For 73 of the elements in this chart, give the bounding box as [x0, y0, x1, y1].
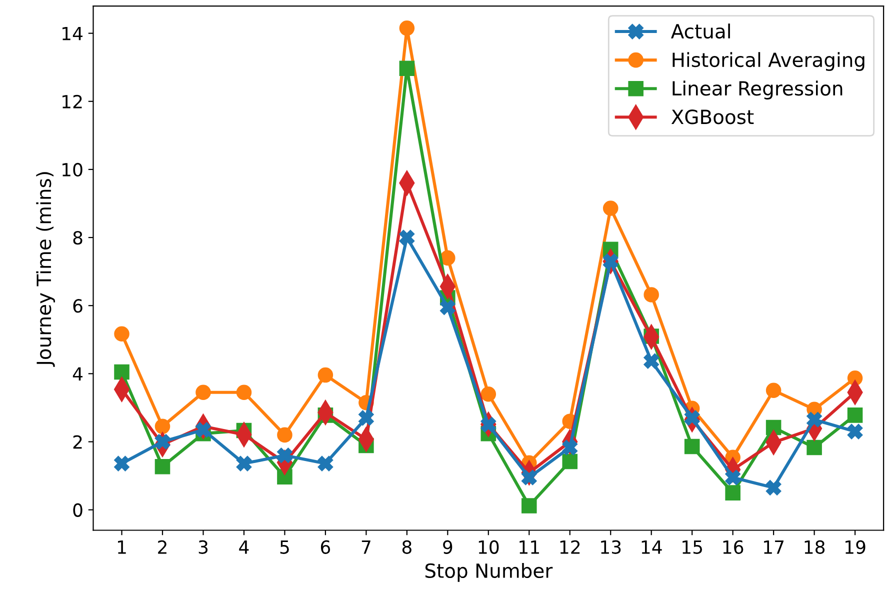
point	[114, 326, 130, 342]
legend-label: Linear Regression	[672, 80, 842, 100]
y-tick-label: 4	[72, 367, 83, 381]
x-tick-label: 18	[804, 540, 825, 554]
x-tick-label: 12	[560, 540, 580, 554]
point	[684, 438, 700, 454]
x-tick-label: 8	[402, 540, 412, 554]
point	[440, 250, 456, 266]
y-axis-title: Journey Time (mins)	[36, 172, 55, 367]
y-tick-label: 8	[73, 230, 82, 245]
point	[602, 254, 618, 269]
x-tick-label: 13	[601, 540, 621, 554]
x-axis-title: Stop Number	[425, 563, 553, 582]
point	[277, 448, 292, 464]
x-tick-label: 3	[198, 540, 208, 554]
point	[766, 382, 782, 398]
x-tick-label: 10	[478, 540, 499, 554]
point	[154, 418, 170, 434]
point	[318, 456, 334, 472]
point	[399, 60, 415, 76]
point	[440, 300, 456, 315]
point	[806, 440, 822, 456]
x-tick-label: 19	[846, 540, 866, 554]
point	[196, 384, 211, 400]
point	[358, 410, 374, 426]
point	[847, 408, 863, 423]
point	[806, 412, 822, 428]
y-tick-label: 6	[73, 299, 82, 313]
y-tick-label: 12	[62, 94, 82, 108]
point	[602, 200, 618, 216]
x-tick-label: 4	[239, 540, 249, 554]
point	[114, 456, 130, 472]
x-tick-label: 6	[320, 540, 330, 554]
point	[480, 386, 496, 402]
x-tick-label: 2	[158, 540, 166, 554]
point	[236, 456, 252, 472]
x-tick-label: 11	[520, 540, 539, 554]
point	[277, 427, 292, 443]
point	[480, 417, 496, 432]
x-tick-label: 5	[280, 540, 289, 554]
point	[725, 485, 740, 500]
point	[725, 470, 740, 486]
y-tick-label: 0	[73, 503, 82, 517]
point	[847, 424, 863, 440]
point	[562, 454, 578, 470]
point	[766, 480, 782, 496]
x-tick-label: 1	[118, 540, 126, 554]
point	[684, 410, 700, 426]
point	[154, 434, 170, 450]
point	[522, 498, 537, 514]
point	[154, 458, 170, 474]
legend-label: Historical Averaging	[672, 52, 864, 71]
legend-label: Actual	[671, 24, 730, 39]
y-tick-label: 10	[62, 162, 82, 177]
point	[277, 469, 292, 484]
x-tick-label: 15	[682, 540, 702, 554]
point	[562, 440, 578, 456]
y-tick-label: 14	[62, 26, 83, 40]
y-tick-label: 2	[73, 435, 82, 449]
x-tick-label: 9	[443, 540, 452, 554]
point	[114, 364, 130, 380]
x-tick-label: 7	[362, 540, 370, 554]
x-tick-label: 16	[723, 540, 744, 554]
point	[318, 367, 334, 383]
legend-label: XGBoost	[671, 110, 754, 124]
point	[522, 470, 537, 486]
x-tick-label: 17	[764, 540, 784, 554]
point	[236, 384, 252, 400]
x-tick-label: 14	[642, 540, 662, 554]
point	[644, 353, 659, 369]
point	[644, 287, 659, 302]
point	[399, 20, 415, 36]
point	[399, 230, 415, 246]
